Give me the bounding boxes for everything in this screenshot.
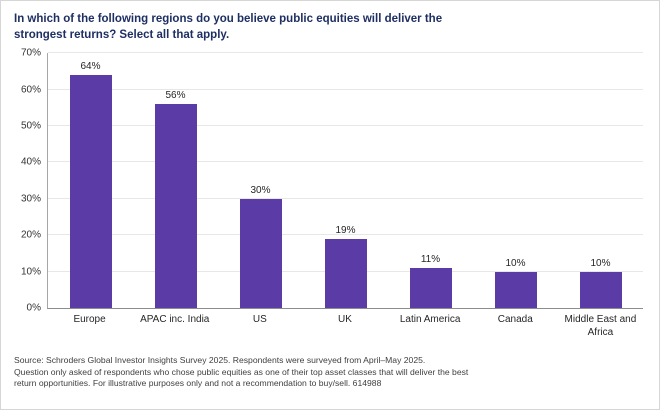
value-label: 64% [80, 61, 101, 73]
gridline [48, 234, 643, 236]
y-axis: 0% 10% 20% 30% 40% 50% 60% 70% [13, 48, 47, 314]
y-tick-label: 20% [20, 229, 41, 241]
x-axis-label: US [252, 314, 267, 326]
bars-layer: 64% 56% 30% 19% 11% 10% 10% [48, 53, 643, 309]
gridline [48, 88, 643, 90]
bar-chart: 0% 10% 20% 30% 40% 50% 60% 70% 64% 56% 30% 19% 11% 1… [13, 48, 643, 339]
value-label: 19% [335, 224, 356, 236]
bar-slot: 64% [48, 53, 133, 309]
source-line: Question only asked of respondents who c… [14, 366, 469, 389]
y-tick-label: 0% [26, 302, 41, 314]
y-tick-label: 30% [20, 193, 41, 205]
x-axis-label: Middle East and Africa [564, 314, 637, 338]
y-tick-label: 60% [20, 84, 41, 96]
bar [239, 198, 282, 309]
source-note: Source: Schroders Global Investor Insigh… [14, 355, 492, 390]
source-line: Source: Schroders Global Investor Insigh… [14, 355, 426, 366]
gridline [48, 161, 643, 163]
value-label: 30% [250, 184, 271, 196]
x-axis-labels: Europe APAC inc. India US UK Latin America Ca… [47, 314, 643, 339]
x-axis-label: Canada [497, 314, 533, 326]
y-tick-label: 70% [20, 47, 41, 59]
bar [69, 75, 112, 309]
bar-slot: 10% [473, 53, 558, 309]
chart-title: In which of the following regions do you… [14, 13, 443, 42]
bar-slot: 30% [218, 53, 303, 309]
y-tick-label: 10% [20, 266, 41, 278]
x-axis-label: APAC inc. India [140, 314, 210, 326]
gridline [48, 125, 643, 127]
value-label: 56% [165, 90, 186, 102]
x-axis-label: Europe [73, 314, 106, 326]
bar [324, 238, 367, 309]
gridline [48, 197, 643, 199]
bar [494, 271, 537, 309]
bar-slot: 19% [303, 53, 388, 309]
value-label: 10% [505, 257, 526, 269]
bar-slot: 10% [558, 53, 643, 309]
bar [579, 271, 622, 309]
plot-area: 64% 56% 30% 19% 11% 10% 10% [47, 52, 643, 310]
x-axis-label: UK [338, 314, 352, 326]
value-label: 10% [590, 257, 611, 269]
x-axis-label: Latin America [399, 314, 461, 326]
bar [409, 268, 452, 309]
value-label: 11% [420, 254, 441, 266]
bar-slot: 56% [133, 53, 218, 309]
y-tick-label: 40% [20, 156, 41, 168]
bar-slot: 11% [388, 53, 473, 309]
y-tick-label: 50% [20, 120, 41, 132]
bar [154, 104, 197, 309]
gridline [48, 52, 643, 54]
